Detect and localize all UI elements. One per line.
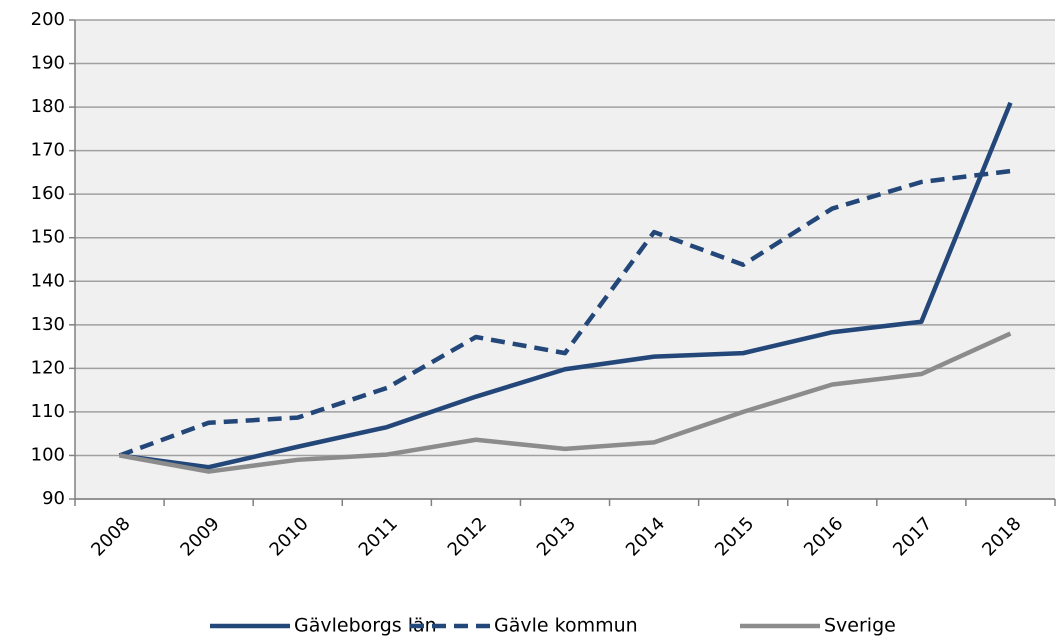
legend-label: Gävle kommun	[494, 615, 638, 637]
series-line	[119, 331, 1012, 474]
x-tick-label: 2013	[533, 513, 580, 560]
legend-label: Gävleborgs län	[294, 615, 437, 637]
y-tick-label: 100	[31, 444, 65, 465]
y-tick-label: 110	[31, 401, 65, 422]
x-tick-label: 2017	[889, 513, 936, 560]
y-tick-label: 120	[31, 357, 65, 378]
x-tick-label: 2010	[266, 513, 313, 560]
y-tick-label: 90	[42, 488, 65, 509]
y-tick-label: 200	[31, 9, 65, 30]
legend-label: Sverige	[824, 615, 896, 637]
x-tick-label: 2014	[622, 513, 669, 560]
series-line	[119, 101, 1013, 470]
x-tick-label: 2008	[87, 513, 134, 560]
series-line	[118, 168, 1011, 458]
x-tick-label: 2009	[176, 513, 223, 560]
x-tick-label: 2012	[444, 513, 491, 560]
x-tick-label: 2011	[355, 513, 402, 560]
x-tick-label: 2018	[978, 513, 1025, 560]
plot-area	[75, 20, 1055, 499]
y-tick-label: 160	[31, 183, 65, 204]
y-tick-label: 180	[31, 96, 65, 117]
x-tick-label: 2016	[800, 513, 847, 560]
x-tick-label: 2015	[711, 513, 758, 560]
y-tick-label: 190	[31, 53, 65, 74]
y-tick-label: 170	[31, 140, 65, 161]
y-tick-label: 140	[31, 270, 65, 291]
y-tick-label: 130	[31, 314, 65, 335]
y-tick-label: 150	[31, 227, 65, 248]
